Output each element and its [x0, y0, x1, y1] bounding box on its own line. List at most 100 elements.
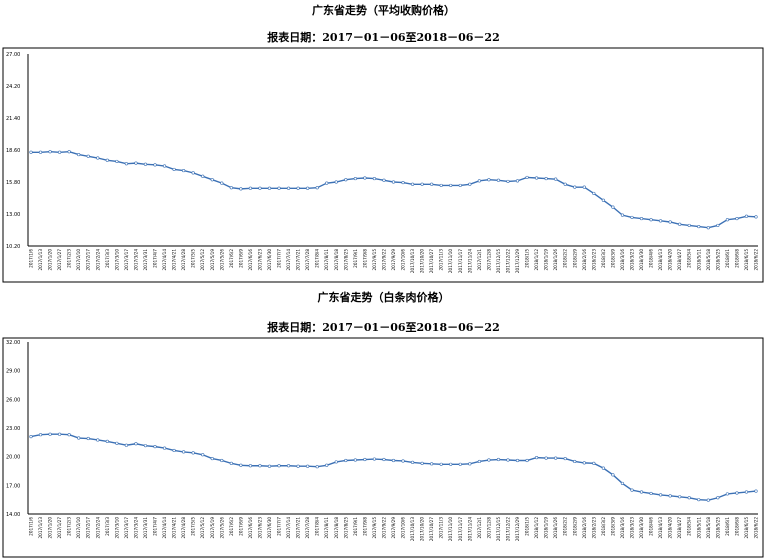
x-tick-label: 2018/2/23	[591, 517, 596, 539]
data-point	[525, 175, 529, 180]
data-point	[496, 178, 501, 182]
data-point	[162, 446, 167, 450]
data-point	[134, 161, 138, 165]
data-point	[573, 185, 577, 189]
data-point	[372, 457, 377, 461]
data-point	[77, 436, 81, 440]
chart-pork-carcass-price: 14.00 17.00 20.00 23.00 26.00 29.00 32.00 2017/…	[2, 337, 764, 558]
data-point	[105, 439, 109, 443]
x-tick-label: 2017/3/24	[133, 517, 138, 539]
data-point	[29, 150, 33, 154]
x-tick-label: 2018/4/13	[658, 249, 663, 271]
chart-frame	[2, 337, 764, 558]
data-point	[687, 223, 691, 228]
x-tick-label: 2018/5/18	[706, 517, 711, 539]
data-point	[582, 461, 586, 465]
data-point	[58, 150, 62, 154]
data-point	[544, 176, 548, 181]
x-tick-label: 2017/7/21	[296, 249, 301, 271]
x-tick-label: 2017/10/13	[410, 517, 415, 541]
x-tick-label: 2017/6/30	[267, 517, 272, 539]
data-point	[353, 176, 357, 181]
data-point	[477, 459, 481, 464]
data-point	[687, 496, 691, 500]
data-point	[697, 224, 701, 229]
data-point	[182, 168, 186, 173]
data-point	[515, 458, 520, 463]
x-tick-label: 2018/3/16	[620, 249, 625, 271]
x-tick-label: 2017/10/27	[429, 249, 434, 273]
data-point	[601, 466, 605, 470]
x-tick-label: 2017/11/24	[467, 517, 472, 541]
data-point	[678, 222, 682, 226]
x-tick-label: 2017/2/17	[86, 249, 91, 271]
data-point	[391, 458, 396, 463]
y-tick-label: 20.00	[6, 455, 20, 461]
x-tick-label: 2018/1/5	[525, 517, 530, 536]
data-point	[277, 186, 281, 190]
x-tick-label: 2017/2/24	[95, 249, 100, 271]
data-point	[544, 456, 548, 460]
data-point	[744, 490, 749, 494]
data-point	[506, 458, 510, 462]
data-point	[277, 464, 281, 468]
data-point	[153, 163, 157, 167]
data-point	[220, 458, 224, 463]
x-tick-label: 2018/2/16	[582, 249, 587, 271]
x-tick-label: 2017/3/10	[114, 517, 119, 539]
x-tick-label: 2018/1/12	[534, 517, 539, 539]
x-tick-label: 2017/8/18	[334, 249, 339, 271]
data-point	[124, 162, 128, 166]
data-point	[344, 458, 348, 463]
data-point	[725, 218, 729, 222]
x-tick-label: 2017/11/17	[458, 517, 463, 541]
x-tick-label: 2017/12/15	[496, 249, 501, 273]
data-point	[506, 179, 510, 184]
data-point	[611, 473, 615, 477]
data-point	[296, 464, 300, 468]
x-tick-label: 2017/8/11	[324, 517, 329, 539]
data-point	[134, 442, 138, 446]
x-tick-label: 2017/10/20	[420, 517, 425, 541]
data-point	[754, 215, 758, 219]
x-tick-label: 2018/5/25	[715, 517, 720, 539]
data-point	[735, 216, 739, 221]
data-point	[554, 177, 558, 181]
chart-title: 广东省走势（平均收购价格）	[312, 4, 455, 17]
data-point	[706, 226, 710, 230]
data-point	[143, 162, 148, 166]
x-tick-label: 2017/5/26	[219, 517, 224, 539]
data-point	[248, 186, 253, 190]
x-tick-label: 2018/5/18	[706, 249, 711, 271]
data-point	[363, 457, 367, 462]
x-tick-label: 2018/1/19	[544, 517, 549, 539]
data-point	[487, 458, 491, 462]
data-point	[659, 493, 663, 497]
x-tick-label: 2017/8/4	[315, 249, 320, 268]
x-tick-label: 2017/3/3	[105, 517, 110, 536]
x-tick-label: 2017/2/10	[76, 517, 81, 539]
x-tick-label: 2017/1/13	[38, 249, 43, 271]
data-point	[201, 174, 205, 178]
data-point	[582, 185, 586, 189]
x-tick-label: 2017/9/1	[353, 517, 358, 536]
y-tick-label: 18.60	[6, 148, 20, 154]
x-tick-label: 2018/4/6	[649, 249, 654, 268]
data-point	[210, 178, 214, 182]
data-point	[534, 176, 539, 180]
x-tick-label: 2017/8/25	[343, 517, 348, 539]
data-point	[334, 180, 338, 184]
data-point	[124, 443, 128, 447]
data-point	[430, 182, 434, 186]
x-tick-label: 2017/5/26	[219, 249, 224, 271]
y-tick-label: 24.20	[6, 84, 20, 90]
x-tick-label: 2017/2/3	[67, 249, 72, 268]
x-tick-label: 2017/1/13	[38, 517, 43, 539]
x-tick-label: 2018/6/15	[744, 517, 749, 539]
x-tick-label: 2017/2/17	[86, 517, 91, 539]
x-tick-label: 2017/4/28	[181, 249, 186, 271]
x-tick-label: 2017/4/7	[153, 249, 158, 268]
data-point	[115, 159, 119, 164]
x-tick-label: 2017/5/12	[200, 517, 205, 539]
data-point	[639, 216, 644, 221]
